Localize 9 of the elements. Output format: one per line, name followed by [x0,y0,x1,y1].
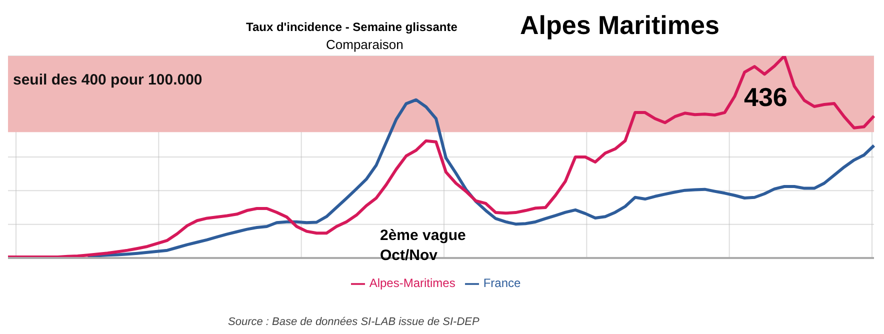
chart-subtitle: Comparaison [326,37,404,52]
legend-label: France [483,276,521,290]
legend-label: Alpes-Maritimes [369,276,456,290]
annotation: Source : Base de données SI-LAB issue de SI-DEP [228,316,480,328]
band-label: seuil des 400 pour 100.000 [13,71,202,88]
annotation: 2ème vague Oct/Nov [380,226,467,266]
annotation: 436 [744,82,788,113]
chart-title: Taux d'incidence - Semaine glissante [246,20,458,34]
annotation: Alpes Maritimes [520,10,720,41]
